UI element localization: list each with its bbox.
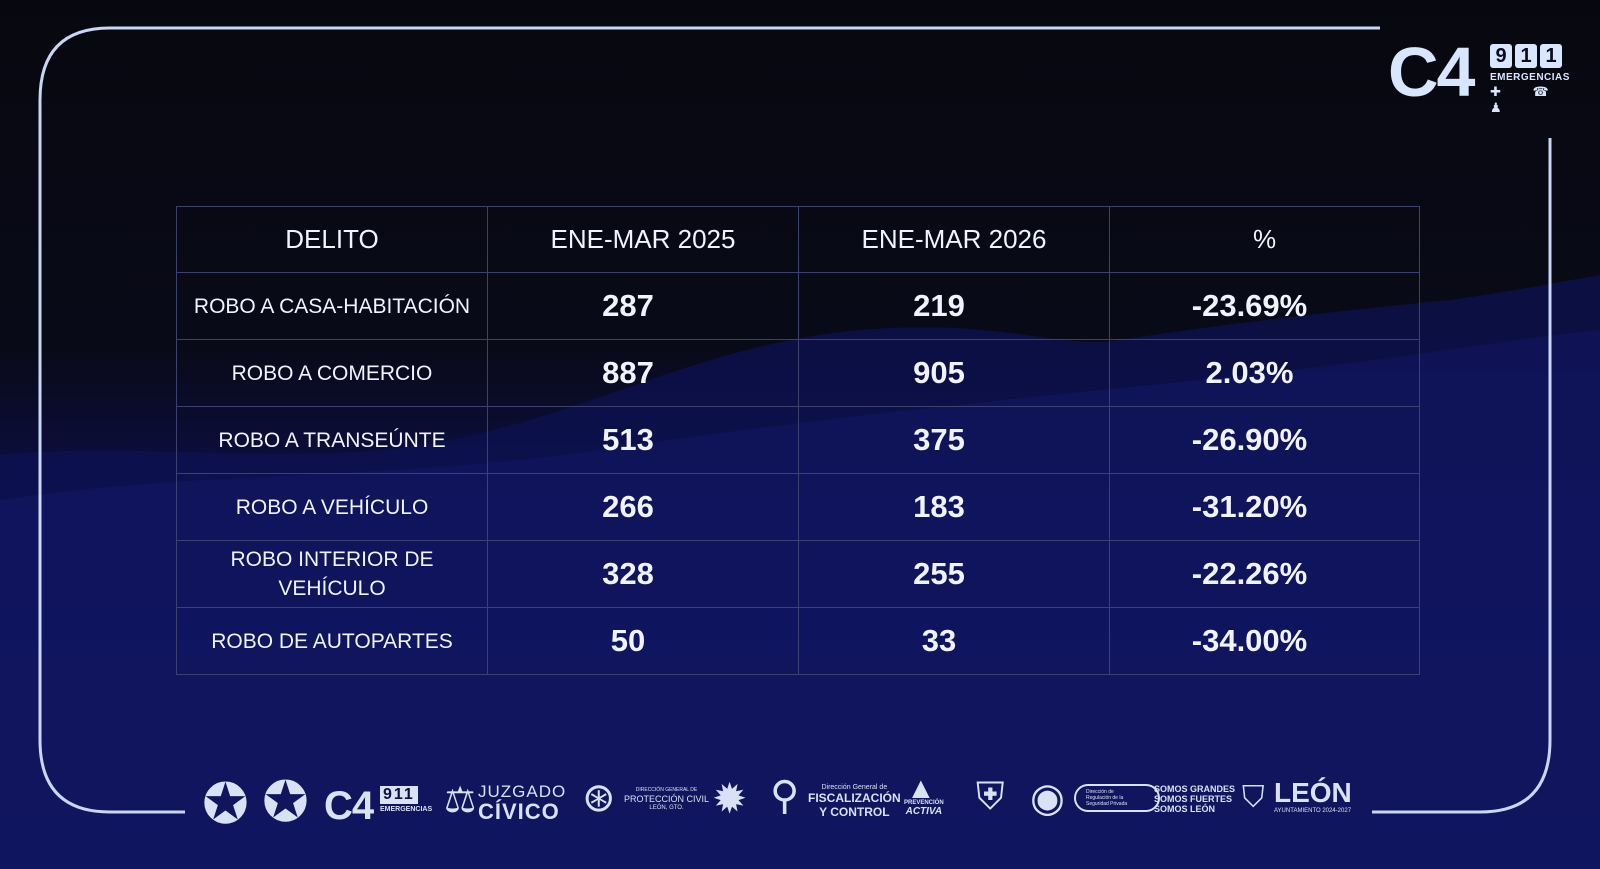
somos-line-2: SOMOS FUERTES <box>1154 794 1233 804</box>
prevencion-hand-icon: ▲ <box>906 772 936 805</box>
cell-percent: -26.90% <box>1109 406 1420 474</box>
regulacion-line-1: Dirección de <box>1086 789 1114 795</box>
regulacion-seal-icon: ◉ <box>1030 776 1065 820</box>
cell-delito: ROBO A TRANSEÚNTE <box>176 406 488 474</box>
footer-c4-text: C4 <box>324 784 374 828</box>
cell-2025: 50 <box>487 607 799 675</box>
transit-badge-icon: ✪ <box>262 770 309 833</box>
cell-2026: 905 <box>798 339 1110 407</box>
proteccion-line-2: PROTECCIÓN CIVIL <box>624 794 710 804</box>
cell-percent: 2.03% <box>1109 339 1420 407</box>
proteccion-line-3: LEÓN, GTO. <box>649 805 684 811</box>
regulacion-line-3: Seguridad Privada <box>1086 801 1128 807</box>
seal-icon: ✹ <box>712 775 748 822</box>
footer-c4-logo: C4 911 EMERGENCIAS <box>324 784 432 829</box>
cell-delito: ROBO A CASA-HABITACIÓN <box>176 272 488 340</box>
header-2025: ENE-MAR 2025 <box>487 206 799 273</box>
proteccion-line-1: DIRECCIÓN GENERAL DE <box>635 787 698 793</box>
shield-icon: ⛨ <box>976 776 1005 818</box>
prevencion-line-1: PREVENCIÓN <box>904 800 944 806</box>
logo-c4-text: C4 <box>1388 33 1475 111</box>
table-row: ROBO A CASA-HABITACIÓN 287 219 -23.69% <box>176 272 1420 340</box>
cell-2026: 183 <box>798 473 1110 541</box>
somos-line-3: SOMOS LEÓN <box>1154 804 1216 814</box>
leon-crest-icon: ⛉ <box>1242 781 1265 814</box>
cell-percent: -22.26% <box>1109 540 1420 608</box>
prevencion-line-2: ACTIVA <box>905 806 943 817</box>
proteccion-civil-logo: DIRECCIÓN GENERAL DE PROTECCIÓN CIVIL LE… <box>624 786 709 813</box>
cell-2026: 219 <box>798 272 1110 340</box>
crime-statistics-table: DELITO ENE-MAR 2025 ENE-MAR 2026 % ROBO … <box>176 206 1420 675</box>
proteccion-civil-icon: ⊛ <box>582 776 616 820</box>
somos-leon-slogan: SOMOS GRANDES SOMOS FUERTES SOMOS LEÓN <box>1154 784 1235 814</box>
fiscalizacion-logo: Dirección General de FISCALIZACIÓN Y CON… <box>808 784 901 819</box>
cell-percent: -31.20% <box>1109 473 1420 541</box>
cell-2025: 513 <box>487 406 799 474</box>
cell-delito: ROBO DE AUTOPARTES <box>176 607 488 675</box>
cell-delito: ROBO A COMERCIO <box>176 339 488 407</box>
logo-subtitle: EMERGENCIAS <box>1490 72 1570 83</box>
table-header-row: DELITO ENE-MAR 2025 ENE-MAR 2026 % <box>176 206 1420 273</box>
fisc-line-2: FISCALIZACIÓN <box>808 791 901 805</box>
table-row: ROBO A COMERCIO 887 905 2.03% <box>176 339 1420 407</box>
leon-logo: LEÓN AYUNTAMIENTO 2024-2027 <box>1274 777 1352 815</box>
cell-2026: 255 <box>798 540 1110 608</box>
logo-digit: 1 <box>1540 44 1562 68</box>
cell-2025: 887 <box>487 339 799 407</box>
cell-delito: ROBO A VEHÍCULO <box>176 473 488 541</box>
cell-2025: 328 <box>487 540 799 608</box>
magnifier-icon: ⚲ <box>770 774 800 818</box>
logo-icons: ✚ ☎ ♟ <box>1490 84 1563 115</box>
cell-percent: -34.00% <box>1109 607 1420 675</box>
juzgado-civico-logo: JUZGADO CÍVICO <box>478 782 567 824</box>
juzgado-top: JUZGADO <box>478 782 567 801</box>
fisc-line-1: Dirección General de <box>821 784 888 791</box>
cell-2025: 266 <box>487 473 799 541</box>
regulacion-logo: Dirección de Regulación de la Seguridad … <box>1074 784 1160 812</box>
police-badge-icon: ✪ <box>202 772 249 835</box>
regulacion-line-2: Regulación de la <box>1086 795 1124 801</box>
prevencion-activa-logo: PREVENCIÓN ACTIVA <box>904 800 944 817</box>
logo-digit: 1 <box>1515 44 1537 68</box>
header-2026: ENE-MAR 2026 <box>798 206 1110 273</box>
ayuntamiento-text: AYUNTAMIENTO 2024-2027 <box>1274 808 1352 814</box>
cell-2025: 287 <box>487 272 799 340</box>
footer-c4-digits: 911 <box>380 786 418 804</box>
footer-c4-subtitle: EMERGENCIAS <box>380 806 433 813</box>
cell-delito: ROBO INTERIOR DE VEHÍCULO <box>176 540 488 608</box>
scales-icon: ⚖ <box>444 779 477 820</box>
fisc-line-3: Y CONTROL <box>819 805 890 819</box>
footer-logos: ✪ ✪ C4 911 EMERGENCIAS ⚖ JUZGADO CÍVICO … <box>200 772 1360 838</box>
somos-line-1: SOMOS GRANDES <box>1154 784 1236 794</box>
table-row: ROBO A VEHÍCULO 266 183 -31.20% <box>176 473 1420 541</box>
cell-2026: 33 <box>798 607 1110 675</box>
juzgado-bottom: CÍVICO <box>478 799 560 824</box>
c4-911-logo: C4 9 1 1 EMERGENCIAS ✚ ☎ ♟ <box>1388 33 1570 115</box>
logo-digits: 9 1 1 <box>1490 44 1562 68</box>
header-delito: DELITO <box>176 206 488 273</box>
header-percent: % <box>1109 206 1420 273</box>
leon-text: LEÓN <box>1274 777 1352 808</box>
cell-percent: -23.69% <box>1109 272 1420 340</box>
table-row: ROBO INTERIOR DE VEHÍCULO 328 255 -22.26… <box>176 540 1420 608</box>
cell-2026: 375 <box>798 406 1110 474</box>
table-row: ROBO DE AUTOPARTES 50 33 -34.00% <box>176 607 1420 675</box>
table-row: ROBO A TRANSEÚNTE 513 375 -26.90% <box>176 406 1420 474</box>
logo-digit: 9 <box>1490 44 1512 68</box>
